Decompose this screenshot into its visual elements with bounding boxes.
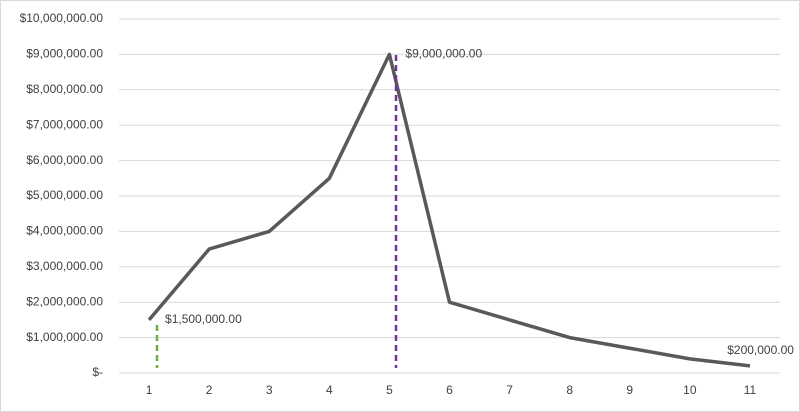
x-tick-label: 11: [744, 383, 757, 397]
plot-area: $- $1,000,000.00 $2,000,000.00 $3,000,000.0…: [20, 11, 795, 397]
y-tick-label: $1,000,000.00: [26, 330, 103, 344]
data-label: $9,000,000.00: [405, 47, 482, 61]
data-line: [147, 52, 751, 368]
x-tick-label: 8: [566, 383, 573, 397]
y-tick-label: $2,000,000.00: [26, 294, 103, 308]
y-tick-label: $6,000,000.00: [26, 153, 103, 167]
x-tick-label: 10: [683, 383, 697, 397]
data-label: $200,000.00: [727, 343, 794, 357]
data-label: $1,500,000.00: [165, 312, 242, 326]
y-tick-label: $5,000,000.00: [26, 188, 103, 202]
x-tick-label: 4: [326, 383, 333, 397]
y-tick-label: $9,000,000.00: [26, 47, 103, 61]
x-tick-label: 3: [266, 383, 273, 397]
y-tick-label: $4,000,000.00: [26, 224, 103, 238]
y-tick-label: $10,000,000.00: [20, 11, 104, 25]
y-tick-label: $7,000,000.00: [26, 117, 103, 131]
y-tick-label: $3,000,000.00: [26, 259, 103, 273]
x-tick-label: 6: [446, 383, 453, 397]
x-tick-label: 2: [206, 383, 213, 397]
y-tick-label: $-: [92, 365, 103, 379]
x-tick-label: 5: [386, 383, 393, 397]
x-tick-label: 7: [506, 383, 513, 397]
x-tick-label: 9: [626, 383, 633, 397]
x-tick-label: 1: [146, 383, 153, 397]
y-tick-label: $8,000,000.00: [26, 82, 103, 96]
